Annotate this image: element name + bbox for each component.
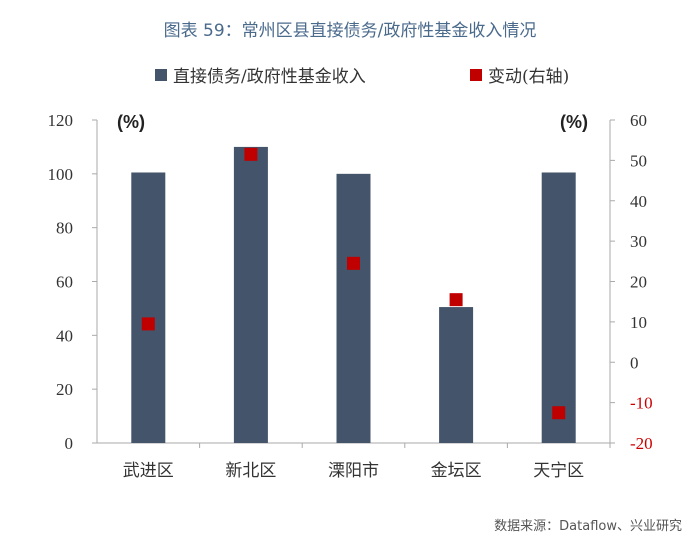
right-tick-label: 10 xyxy=(630,313,647,332)
chart-axes: 0 20 40 60 80 100 120 -20 -10 0 10 20 30 40 50 60 武进区 新北区… xyxy=(48,111,653,481)
bar-series xyxy=(131,146,576,444)
right-tick-label: 0 xyxy=(630,353,639,372)
marker-point xyxy=(449,293,463,307)
right-tick-label: 20 xyxy=(630,273,647,292)
marker-point xyxy=(347,256,360,270)
left-tick-label: 40 xyxy=(56,326,73,345)
category-label: 溧阳市 xyxy=(328,461,379,481)
right-tick-label: -20 xyxy=(630,434,653,453)
category-label: 金坛区 xyxy=(431,461,482,481)
left-tick-label: 120 xyxy=(48,111,74,130)
right-tick-label: 60 xyxy=(630,111,647,130)
legend-swatch-markers xyxy=(470,68,482,81)
category-label: 天宁区 xyxy=(533,461,584,481)
bar xyxy=(439,307,474,443)
right-tick-label: -10 xyxy=(630,394,653,413)
bar xyxy=(541,172,576,444)
source-note: 数据来源：Dataflow、兴业研究 xyxy=(494,519,682,534)
category-label: 新北区 xyxy=(225,461,276,481)
left-axis-unit: (%) xyxy=(117,112,145,132)
legend-label-bars: 直接债务/政府性基金收入 xyxy=(173,67,366,87)
left-tick-label: 20 xyxy=(56,380,73,399)
right-axis-unit: (%) xyxy=(560,112,588,132)
marker-point xyxy=(552,406,566,420)
left-tick-label: 0 xyxy=(65,434,74,453)
marker-series xyxy=(141,147,566,420)
bar xyxy=(131,172,166,444)
chart-legend: 直接债务/政府性基金收入 变动(右轴) xyxy=(0,62,700,92)
legend-label-markers: 变动(右轴) xyxy=(488,67,570,87)
right-tick-label: 40 xyxy=(630,192,647,211)
left-tick-label: 100 xyxy=(48,165,74,184)
bar xyxy=(233,146,268,443)
chart-title: 图表 59：常州区县直接债务/政府性基金收入情况 xyxy=(163,21,537,41)
marker-point xyxy=(141,317,155,331)
right-tick-label: 50 xyxy=(630,151,647,170)
marker-point xyxy=(244,147,258,161)
category-label: 武进区 xyxy=(123,461,174,481)
left-tick-label: 80 xyxy=(56,219,73,238)
bar xyxy=(336,173,371,444)
left-tick-label: 60 xyxy=(56,273,73,292)
legend-item-bars: 直接债务/政府性基金收入 xyxy=(155,62,366,87)
legend-swatch-bars xyxy=(155,68,167,81)
legend-item-markers: 变动(右轴) xyxy=(470,62,569,87)
right-tick-label: 30 xyxy=(630,232,647,251)
